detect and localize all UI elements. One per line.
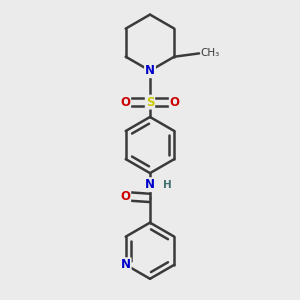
Text: N: N [145,178,155,191]
Text: S: S [146,96,154,109]
Text: O: O [170,96,180,109]
Text: N: N [145,64,155,77]
Text: O: O [120,190,130,203]
Text: O: O [120,96,130,109]
Text: CH₃: CH₃ [201,48,220,59]
Text: H: H [163,180,172,190]
Text: N: N [121,258,131,271]
